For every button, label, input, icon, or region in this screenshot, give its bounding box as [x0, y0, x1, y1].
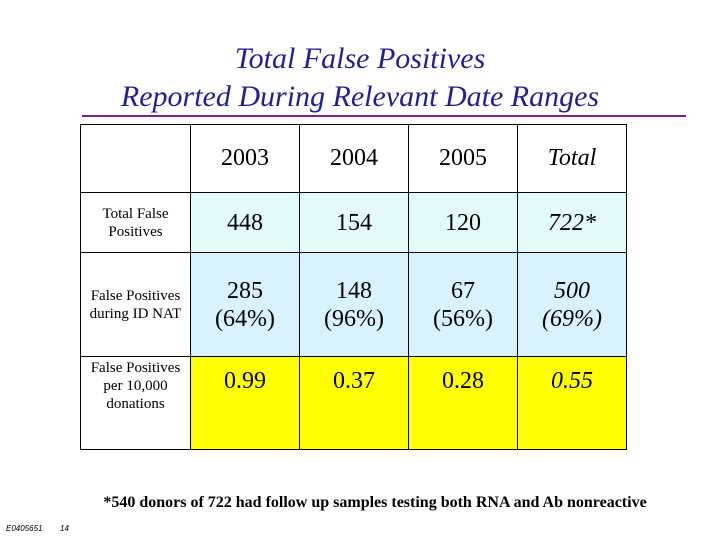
- column-header-2005: 2005: [408, 124, 518, 193]
- cell-percent: (69%): [542, 305, 602, 332]
- cell-value: 120: [445, 209, 481, 236]
- cell-nat-total: 500 (69%): [517, 252, 627, 357]
- cell-percent: (96%): [324, 305, 384, 332]
- cell-per-2005: 0.28: [408, 356, 518, 450]
- column-header-total: Total: [517, 124, 627, 193]
- cell-nat-2004: 148 (96%): [299, 252, 409, 357]
- cell-value: 67: [451, 277, 475, 304]
- cell-value: 448: [227, 209, 263, 236]
- slide-title-line-1: Total False Positives: [234, 42, 486, 75]
- table-header-row: 2003 2004 2005 Total: [80, 124, 627, 193]
- cell-value: 0.28: [442, 368, 484, 394]
- cell-per-2003: 0.99: [190, 356, 300, 450]
- cell-total-2004: 154: [299, 192, 409, 253]
- footnote: *540 donors of 722 had follow up samples…: [103, 494, 647, 511]
- table-row: False Positives per 10,000 donations 0.9…: [80, 356, 627, 450]
- cell-value: 0.55: [551, 368, 593, 394]
- row-label-total-false-positives: Total False Positives: [80, 192, 191, 253]
- cell-percent: (56%): [433, 305, 493, 332]
- cell-total-2005: 120: [408, 192, 518, 253]
- table-corner-cell: [80, 124, 191, 193]
- cell-value: 148: [336, 277, 372, 304]
- cell-nat-2003: 285 (64%): [190, 252, 300, 357]
- cell-value: 154: [336, 209, 372, 236]
- cell-nat-2005: 67 (56%): [408, 252, 518, 357]
- title-divider: [82, 115, 686, 117]
- cell-value: 285: [227, 277, 263, 304]
- row-label-false-positives-id-nat: False Positives during ID NAT: [80, 252, 191, 357]
- cell-value: 500: [554, 277, 590, 304]
- cell-total-total: 722*: [517, 192, 627, 253]
- slide-title-line-2: Reported During Relevant Date Ranges: [120, 80, 600, 113]
- cell-per-total: 0.55: [517, 356, 627, 450]
- table-row: False Positives during ID NAT 285 (64%) …: [80, 252, 627, 357]
- column-header-2004: 2004: [299, 124, 409, 193]
- false-positives-table: 2003 2004 2005 Total Total False Positiv…: [80, 124, 627, 450]
- cell-value: 722*: [548, 209, 596, 236]
- cell-per-2004: 0.37: [299, 356, 409, 450]
- cell-total-2003: 448: [190, 192, 300, 253]
- cell-percent: (64%): [215, 305, 275, 332]
- table-row: Total False Positives 448 154 120 722*: [80, 192, 627, 253]
- row-label-false-positives-per-10000: False Positives per 10,000 donations: [80, 356, 191, 450]
- page-number: 14: [60, 524, 69, 533]
- cell-value: 0.37: [333, 368, 375, 394]
- cell-value: 0.99: [224, 368, 266, 394]
- column-header-2003: 2003: [190, 124, 300, 193]
- document-id: E0405651: [6, 524, 43, 533]
